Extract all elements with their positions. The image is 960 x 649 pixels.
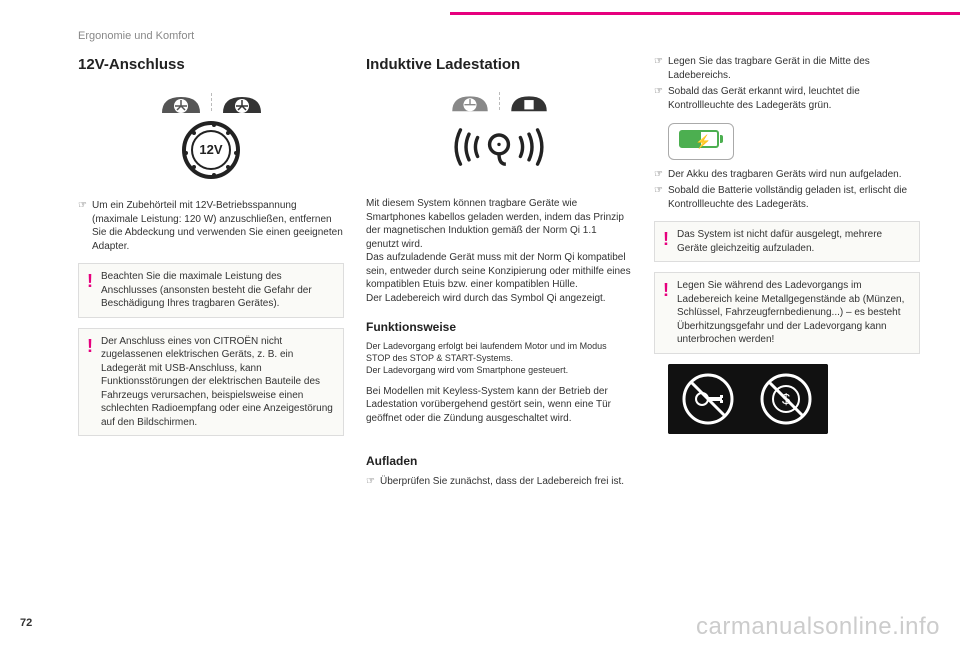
section-header: Ergonomie und Komfort <box>78 30 194 42</box>
subheading-funktionsweise: Funktionsweise <box>366 319 632 335</box>
bullet-text: Der Akku des tragbaren Geräts wird nun a… <box>668 168 920 182</box>
warning-icon: ! <box>87 337 101 430</box>
seat-row <box>409 87 589 115</box>
content-columns: 12V-Anschluss <box>78 55 920 492</box>
bullet-text: Um ein Zubehörteil mit 12V-Betriebsspann… <box>92 199 344 253</box>
seat-right-icon <box>219 87 265 117</box>
warning-icon: ! <box>663 281 677 347</box>
warning-text: Der Anschluss eines von CITROËN nicht zu… <box>101 335 335 430</box>
bullet-text: Sobald das Gerät erkannt wird, leuchtet … <box>668 85 920 112</box>
bullet-text: Überprüfen Sie zunächst, dass der Ladebe… <box>380 475 632 489</box>
warning-icon: ! <box>87 272 101 311</box>
bullet-c3-2: ☞ Sobald das Gerät erkannt wird, leuchte… <box>654 85 920 112</box>
heading-12v: 12V-Anschluss <box>78 55 344 75</box>
svg-text:$: $ <box>782 391 791 408</box>
bullet-c3-3: ☞ Der Akku des tragbaren Geräts wird nun… <box>654 168 920 182</box>
seat-right-icon <box>507 87 551 115</box>
battery-charging-icon: ⚡ <box>679 130 723 148</box>
paragraph: Das aufzuladende Gerät muss mit der Norm… <box>366 251 632 292</box>
warning-text: Das System ist nicht dafür ausgelegt, me… <box>677 228 911 255</box>
bullet-text: Sobald die Batterie vollständig geladen … <box>668 184 920 211</box>
bullet-marker: ☞ <box>654 184 668 211</box>
column-3: ☞ Legen Sie das tragbare Gerät in die Mi… <box>654 55 920 492</box>
warning-text: Legen Sie während des Ladevorgangs im La… <box>677 279 911 347</box>
bullet-marker: ☞ <box>366 475 380 489</box>
figure-12v: 12V <box>121 87 301 187</box>
bullet-marker: ☞ <box>654 168 668 182</box>
socket-12v-icon: 12V <box>182 121 240 179</box>
paragraph: Der Ladebereich wird durch das Symbol Qi… <box>366 292 632 306</box>
divider-dash <box>499 92 500 110</box>
seat-row <box>121 87 301 117</box>
warning-text: Beachten Sie die maximale Leistung des A… <box>101 270 335 311</box>
watermark: carmanualsonline.info <box>696 613 940 641</box>
seat-left-icon <box>448 87 492 115</box>
column-2: Induktive Ladestation <box>366 55 632 492</box>
bullet-c3-4: ☞ Sobald die Batterie vollständig gelade… <box>654 184 920 211</box>
figure-qi <box>409 87 589 187</box>
bullet-c3-1: ☞ Legen Sie das tragbare Gerät in die Mi… <box>654 55 920 82</box>
bullet-marker: ☞ <box>654 85 668 112</box>
warning-box-2: ! Der Anschluss eines von CITROËN nicht … <box>78 328 344 437</box>
warning-box-4: ! Legen Sie während des Ladevorgangs im … <box>654 272 920 354</box>
paragraph: Mit diesem System können tragbare Geräte… <box>366 197 632 251</box>
qi-waves-icon <box>444 117 554 177</box>
column-1: 12V-Anschluss <box>78 55 344 492</box>
warning-icon: ! <box>663 230 677 255</box>
bullet-aufladen-1: ☞ Überprüfen Sie zunächst, dass der Lade… <box>366 475 632 489</box>
page-number: 72 <box>20 617 32 629</box>
accent-bar <box>450 12 960 15</box>
paragraph: Bei Modellen mit Keyless-System kann der… <box>366 385 632 426</box>
paragraph-small: Der Ladevorgang erfolgt bei laufendem Mo… <box>366 341 632 364</box>
divider-dash <box>211 93 212 111</box>
heading-induktiv: Induktive Ladestation <box>366 55 632 75</box>
subheading-aufladen: Aufladen <box>366 453 632 469</box>
bullet-marker: ☞ <box>654 55 668 82</box>
warning-box-3: ! Das System ist nicht dafür ausgelegt, … <box>654 221 920 262</box>
bullet-text: Legen Sie das tragbare Gerät in die Mitt… <box>668 55 920 82</box>
warning-box-1: ! Beachten Sie die maximale Leistung des… <box>78 263 344 318</box>
bullet-marker: ☞ <box>78 199 92 253</box>
seat-left-icon <box>158 87 204 117</box>
battery-indicator-box: ⚡ <box>668 123 734 160</box>
page: Ergonomie und Komfort 72 carmanualsonlin… <box>0 0 960 649</box>
no-metal-objects-icon: $ <box>668 364 828 434</box>
bullet-12v-1: ☞ Um ein Zubehörteil mit 12V-Betriebsspa… <box>78 199 344 253</box>
paragraph-small: Der Ladevorgang wird vom Smartphone gest… <box>366 365 632 377</box>
